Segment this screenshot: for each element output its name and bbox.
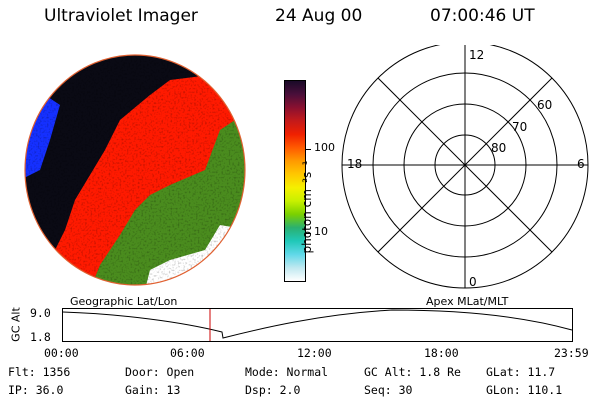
- time-tick-1200: 12:00: [297, 346, 332, 360]
- disk-outline: [24, 54, 246, 286]
- gain-value: Gain: 13: [125, 383, 181, 397]
- mlat-label-60: 60: [537, 98, 553, 112]
- mlt-label-12: 12: [469, 48, 485, 62]
- altitude-y-min: 1.8: [30, 330, 51, 344]
- mode-status: Mode: Normal: [245, 365, 329, 379]
- mlat-label-70: 70: [512, 120, 528, 134]
- colorbar-label-100: 100: [314, 141, 335, 154]
- time-tick-0600: 06:00: [170, 346, 205, 360]
- mlat-mlt-polar-grid: [341, 45, 589, 289]
- geographic-longitude: GLon: 110.1: [486, 383, 563, 397]
- image-date: 24 Aug 00: [275, 6, 363, 26]
- mlt-label-0: 0: [469, 275, 477, 289]
- mlat-label-80: 80: [491, 141, 507, 155]
- altitude-axis-label: GC Alt: [9, 307, 23, 342]
- mlt-label-18: 18: [347, 157, 363, 171]
- door-status: Door: Open: [125, 365, 195, 379]
- dsp-value: Dsp: 2.0: [245, 383, 301, 397]
- gc-altitude: GC Alt: 1.8 Re: [364, 365, 461, 379]
- altitude-curve: [62, 309, 573, 339]
- colorbar-label-10: 10: [314, 225, 328, 238]
- image-time: 07:00:46 UT: [430, 6, 535, 26]
- mlt-label-6: 6: [577, 157, 585, 171]
- colorbar-tick-100: [306, 149, 311, 150]
- colorbar-tick-10: [306, 233, 311, 234]
- uv-image-disk: [24, 54, 246, 286]
- altitude-orbit-plot: [62, 308, 573, 342]
- polar-axis-diagonal-2: [377, 77, 553, 253]
- geographic-projection-label: Geographic Lat/Lon: [70, 295, 178, 308]
- colorbar-unit: photon cm⁻²s⁻¹: [300, 160, 314, 254]
- ip-value: IP: 36.0: [8, 383, 64, 397]
- time-tick-2359: 23:59: [554, 346, 589, 360]
- colorbar: [284, 80, 306, 282]
- noise-texture: [25, 55, 245, 285]
- time-tick-0000: 00:00: [44, 346, 79, 360]
- time-tick-1800: 18:00: [424, 346, 459, 360]
- altitude-y-max: 9.0: [30, 306, 51, 320]
- instrument-title: Ultraviolet Imager: [44, 6, 198, 26]
- sequence-number: Seq: 30: [364, 383, 413, 397]
- flight-number: Flt: 1356: [8, 365, 71, 379]
- geographic-latitude: GLat: 11.7: [486, 365, 556, 379]
- apex-projection-label: Apex MLat/MLT: [426, 295, 509, 308]
- altitude-plot-frame: [62, 308, 573, 342]
